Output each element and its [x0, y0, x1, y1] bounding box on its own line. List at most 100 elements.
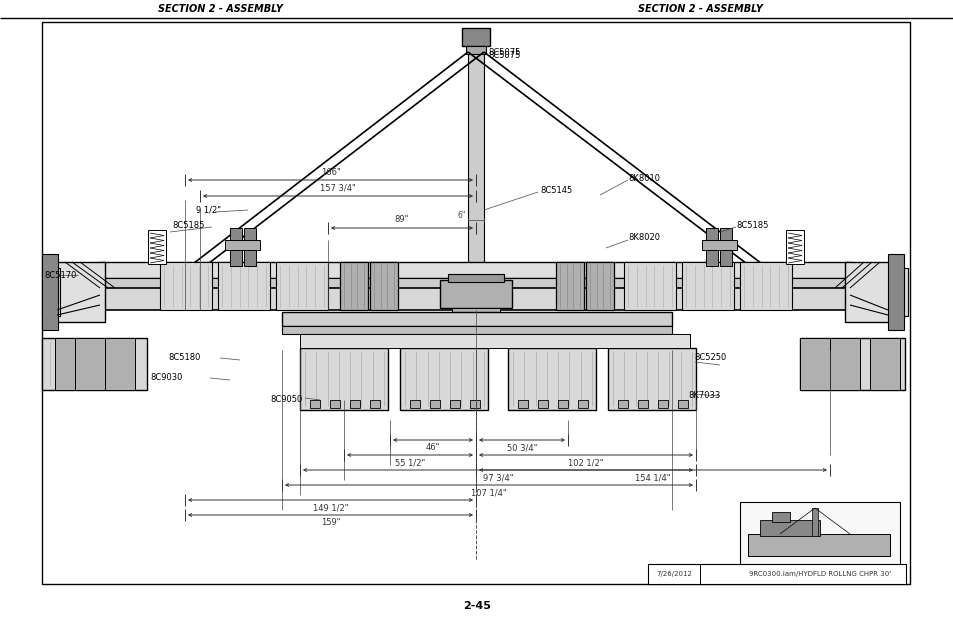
Bar — [55, 262, 105, 322]
Text: SECTION 2 - ASSEMBLY: SECTION 2 - ASSEMBLY — [157, 4, 282, 14]
Bar — [448, 274, 503, 282]
Bar — [607, 348, 696, 410]
Text: 8C5075: 8C5075 — [488, 51, 519, 59]
Text: 8C9030: 8C9030 — [150, 373, 182, 383]
Bar — [439, 280, 512, 308]
Bar — [230, 228, 242, 266]
Text: 157 3/4": 157 3/4" — [320, 184, 355, 192]
Bar — [55, 338, 75, 390]
Bar — [585, 262, 614, 310]
Bar — [887, 254, 903, 330]
Bar — [578, 400, 587, 408]
Text: 102 1/2": 102 1/2" — [568, 459, 603, 467]
Text: 55 1/2": 55 1/2" — [395, 459, 425, 467]
Bar — [310, 400, 319, 408]
Text: SECTION 2 - ASSEMBLY: SECTION 2 - ASSEMBLY — [637, 4, 761, 14]
Bar — [370, 262, 397, 310]
Bar — [450, 400, 459, 408]
Text: 7/26/2012: 7/26/2012 — [656, 571, 691, 577]
Text: 8C5170: 8C5170 — [44, 271, 76, 279]
Bar — [42, 338, 147, 390]
Bar — [148, 230, 166, 264]
Text: 50 3/4": 50 3/4" — [506, 444, 537, 452]
Bar — [658, 400, 667, 408]
Text: 154 1/4": 154 1/4" — [635, 473, 670, 483]
Bar — [465, 46, 485, 54]
Text: 8C5180: 8C5180 — [168, 353, 200, 363]
Bar — [638, 400, 647, 408]
Bar — [558, 400, 567, 408]
Bar — [275, 262, 328, 310]
Bar — [105, 338, 135, 390]
Text: 8C5075: 8C5075 — [488, 48, 519, 56]
Bar — [678, 400, 687, 408]
Bar — [244, 228, 255, 266]
Bar — [705, 228, 718, 266]
Bar — [889, 268, 907, 316]
Bar — [350, 400, 359, 408]
Bar — [507, 348, 596, 410]
Bar — [701, 240, 737, 250]
Text: 8C5185: 8C5185 — [172, 221, 204, 229]
Text: 6": 6" — [457, 211, 466, 219]
Bar — [747, 534, 889, 556]
Bar — [339, 262, 368, 310]
Text: 9RC0300.iam/HYDFLD ROLLNG CHPR 30': 9RC0300.iam/HYDFLD ROLLNG CHPR 30' — [748, 571, 890, 577]
Bar — [410, 400, 419, 408]
Bar — [160, 262, 212, 310]
Text: 8C5250: 8C5250 — [693, 353, 725, 363]
Bar — [461, 28, 490, 46]
Text: 159": 159" — [320, 519, 340, 528]
Bar — [218, 262, 270, 310]
Bar — [740, 262, 791, 310]
Bar — [618, 400, 627, 408]
Bar — [299, 334, 689, 348]
Text: 89": 89" — [395, 216, 409, 224]
Bar — [100, 262, 851, 278]
Bar — [100, 278, 851, 288]
Bar — [681, 262, 733, 310]
Bar — [468, 30, 483, 340]
Bar — [771, 512, 789, 522]
Bar — [556, 262, 583, 310]
Bar — [800, 338, 829, 390]
Bar — [517, 400, 527, 408]
Bar — [800, 338, 904, 390]
Text: 107 1/4": 107 1/4" — [471, 488, 506, 497]
Bar — [740, 502, 899, 574]
Text: 149 1/2": 149 1/2" — [313, 504, 348, 512]
Text: 166": 166" — [320, 167, 340, 177]
Bar — [785, 230, 803, 264]
Text: 8C9050: 8C9050 — [270, 396, 302, 405]
Bar — [829, 338, 859, 390]
Bar — [42, 268, 60, 316]
Bar — [399, 348, 488, 410]
Bar — [844, 262, 894, 322]
Bar — [811, 508, 817, 536]
Text: 8K8010: 8K8010 — [627, 174, 659, 182]
Bar — [720, 228, 731, 266]
Bar — [282, 326, 671, 334]
Bar — [42, 254, 58, 330]
Bar — [330, 400, 339, 408]
Text: 9 1/2": 9 1/2" — [195, 206, 221, 214]
Bar — [647, 564, 905, 584]
Bar — [370, 400, 379, 408]
Bar — [623, 262, 676, 310]
Text: 8K7033: 8K7033 — [687, 391, 720, 400]
Bar — [282, 312, 671, 326]
Bar — [537, 400, 547, 408]
Bar — [869, 338, 899, 390]
Bar — [760, 520, 820, 536]
Bar — [452, 308, 499, 313]
Bar — [75, 338, 105, 390]
Text: 8C5145: 8C5145 — [539, 185, 572, 195]
Text: 97 3/4": 97 3/4" — [482, 473, 513, 483]
Bar — [470, 400, 479, 408]
Text: 8K8020: 8K8020 — [627, 234, 659, 242]
Bar — [225, 240, 260, 250]
Text: 2-45: 2-45 — [462, 601, 491, 611]
Bar — [430, 400, 439, 408]
Bar — [100, 288, 851, 310]
Text: 46": 46" — [425, 444, 439, 452]
